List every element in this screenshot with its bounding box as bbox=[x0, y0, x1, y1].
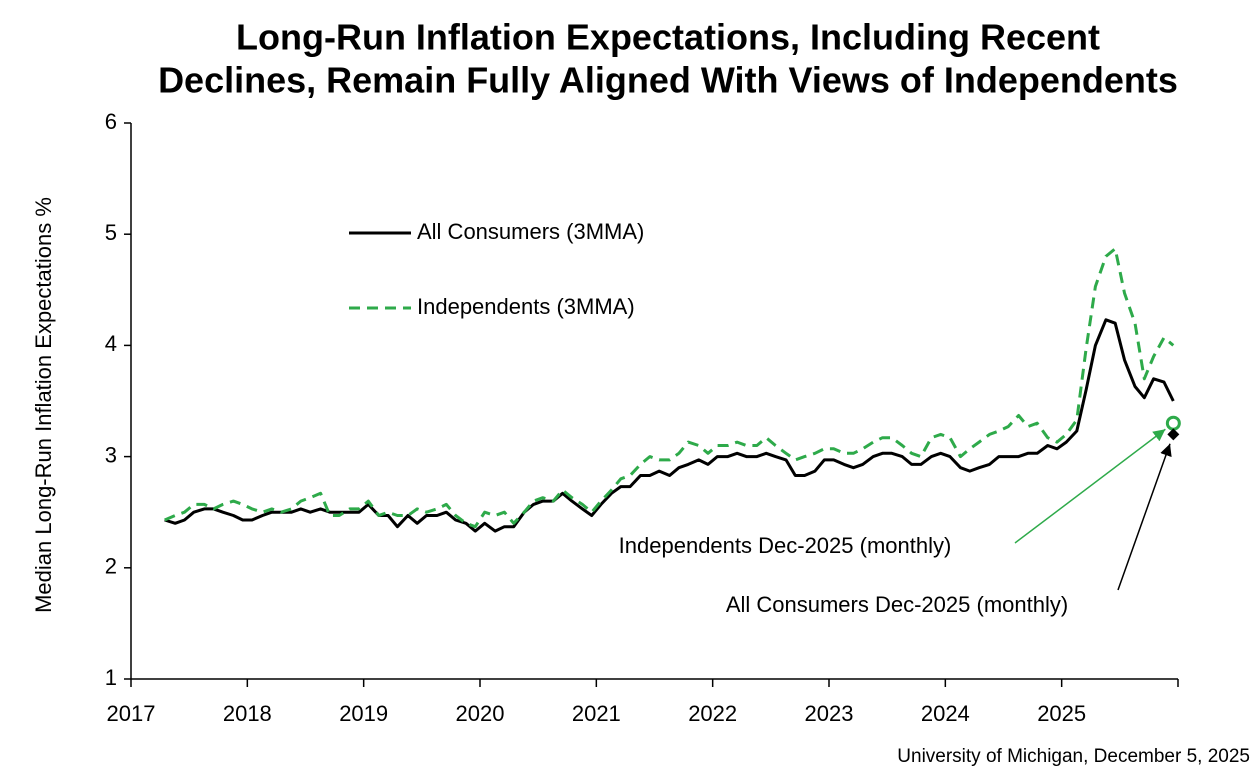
annotation-arrow bbox=[1014, 428, 1166, 544]
series-line bbox=[164, 318, 1175, 533]
series-line bbox=[164, 247, 1175, 529]
x-tick-label: 2020 bbox=[456, 701, 505, 726]
annotation-arrow bbox=[1117, 443, 1172, 591]
y-tick-label: 5 bbox=[105, 220, 117, 245]
y-tick-label: 6 bbox=[105, 109, 117, 134]
y-tick-label: 4 bbox=[105, 331, 117, 356]
monthly-point bbox=[1167, 428, 1180, 441]
x-tick-label: 2018 bbox=[223, 701, 272, 726]
x-tick-label: 2019 bbox=[339, 701, 388, 726]
x-tick-label: 2021 bbox=[572, 701, 621, 726]
legend-label: All Consumers (3MMA) bbox=[417, 219, 644, 244]
x-tick-label: 2024 bbox=[921, 701, 970, 726]
y-tick-label: 1 bbox=[105, 665, 117, 690]
monthly-point bbox=[1165, 415, 1181, 431]
chart-title: Declines, Remain Fully Aligned With View… bbox=[158, 60, 1178, 101]
y-axis-label: Median Long-Run Inflation Expectations % bbox=[31, 197, 56, 613]
x-tick-label: 2022 bbox=[688, 701, 737, 726]
annotation-label: Independents Dec-2025 (monthly) bbox=[619, 533, 952, 558]
y-tick-label: 2 bbox=[105, 554, 117, 579]
legend-label: Independents (3MMA) bbox=[417, 294, 635, 319]
y-tick-label: 3 bbox=[105, 442, 117, 467]
source: University of Michigan, December 5, 2025 bbox=[897, 746, 1250, 767]
x-tick-label: 2025 bbox=[1037, 701, 1086, 726]
chart-title: Long-Run Inflation Expectations, Includi… bbox=[236, 17, 1100, 58]
x-tick-label: 2023 bbox=[805, 701, 854, 726]
annotation-label: All Consumers Dec-2025 (monthly) bbox=[726, 592, 1068, 617]
x-tick-label: 2017 bbox=[107, 701, 156, 726]
